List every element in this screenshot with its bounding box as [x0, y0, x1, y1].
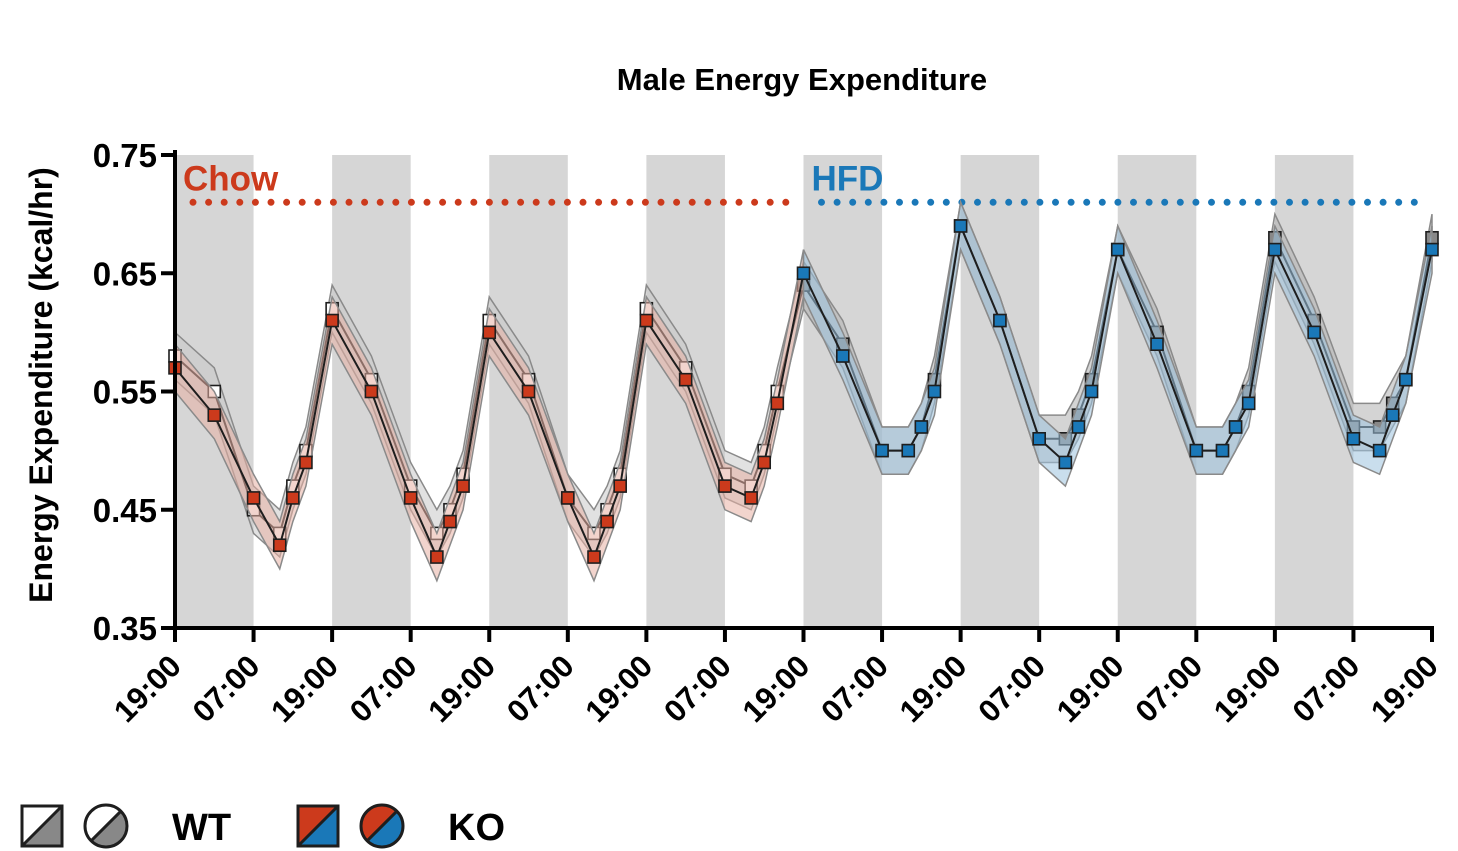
data-point: [1307, 325, 1321, 340]
data-point: [456, 479, 470, 493]
dark-period-band: [803, 155, 883, 628]
x-tick-label: 19:00: [579, 648, 660, 729]
data-point: [1071, 420, 1086, 434]
data-point: [1058, 455, 1073, 470]
data-point: [207, 408, 222, 422]
data-point: [1084, 384, 1099, 399]
data-point: [482, 325, 497, 340]
data-point: [953, 219, 968, 233]
data-point: [678, 372, 693, 387]
data-point: [600, 514, 614, 529]
data-point: [1268, 242, 1282, 257]
x-tick-label: 19:00: [893, 648, 974, 729]
legend-label: KO: [448, 807, 505, 849]
y-tick-label: 0.75: [93, 137, 157, 174]
x-tick-label: 19:00: [1207, 648, 1288, 729]
legend-square-divider: [296, 804, 340, 848]
data-point: [1228, 420, 1243, 434]
legend-circle-divider: [366, 810, 398, 842]
data-point: [587, 550, 601, 564]
data-point: [1189, 443, 1204, 458]
data-point: [299, 455, 313, 470]
y-tick-label: 0.55: [93, 374, 157, 411]
y-tick-label: 0.65: [93, 255, 157, 292]
data-point: [1215, 443, 1230, 458]
data-point: [1150, 337, 1164, 352]
data-point: [1372, 443, 1387, 458]
data-point: [272, 538, 287, 553]
data-point: [1110, 242, 1125, 257]
data-point: [561, 491, 575, 505]
data-point: [927, 384, 942, 399]
legend-square-divider: [20, 804, 64, 848]
x-tick-label: 07:00: [500, 648, 581, 729]
data-point: [1425, 242, 1439, 257]
x-tick-label: 07:00: [814, 648, 895, 729]
data-point: [364, 384, 379, 399]
legend-square-outline: [20, 804, 64, 848]
legend-circle-outline: [359, 803, 405, 849]
legend-circle-lower: [367, 811, 403, 847]
x-tick-label: 19:00: [107, 648, 188, 729]
phase-label-hfd: HFD: [812, 159, 884, 198]
x-tick-label: 07:00: [657, 648, 738, 729]
x-tick-label: 19:00: [1050, 648, 1131, 729]
y-axis-label: Energy Expenditure (kcal/hr): [23, 167, 59, 603]
x-tick-label: 19:00: [736, 648, 817, 729]
x-tick-label: 07:00: [1128, 648, 1209, 729]
data-point: [796, 266, 811, 281]
data-point: [757, 455, 772, 470]
data-point: [1399, 372, 1413, 387]
series-layer: [168, 199, 1439, 583]
legend-circle-lower: [91, 811, 127, 847]
x-tick-label: 19:00: [1364, 648, 1445, 729]
legend-circle-outline: [83, 803, 129, 849]
data-point: [246, 491, 261, 505]
data-point: [443, 514, 457, 529]
data-point: [901, 443, 916, 458]
data-point: [286, 491, 300, 505]
data-point: [993, 313, 1007, 328]
x-tick-label: 07:00: [1286, 648, 1367, 729]
x-tick-label: 07:00: [343, 648, 424, 729]
data-point: [1385, 408, 1400, 422]
data-point: [1241, 396, 1256, 411]
legend-item-wt: WT: [20, 803, 231, 849]
data-point: [835, 349, 850, 363]
x-tick-label: 19:00: [264, 648, 345, 729]
data-point: [430, 550, 444, 564]
legend-circle-divider: [90, 810, 122, 842]
data-point: [325, 313, 339, 328]
data-point: [914, 420, 929, 434]
data-point: [875, 443, 889, 458]
chart-title: Male Energy Expenditure: [617, 62, 987, 97]
phase-label-chow: Chow: [183, 159, 279, 198]
data-point: [613, 479, 627, 493]
legend: WT KO: [20, 803, 505, 849]
series-ko: [168, 199, 1439, 583]
legend-circle-upper: [361, 805, 397, 841]
data-point: [639, 313, 654, 328]
legend-item-ko: KO: [296, 803, 505, 849]
x-tick-label: 07:00: [186, 648, 267, 729]
legend-circle-upper: [85, 805, 121, 841]
x-tick-label: 19:00: [421, 648, 502, 729]
data-point: [521, 384, 536, 399]
data-point: [1032, 431, 1046, 446]
data-point: [718, 479, 732, 493]
legend-square-outline: [296, 804, 340, 848]
y-tick-label: 0.45: [93, 492, 157, 529]
data-point: [403, 491, 418, 505]
data-point: [770, 396, 785, 411]
legend-label: WT: [172, 807, 231, 849]
data-point: [744, 491, 758, 505]
data-point: [1346, 431, 1361, 446]
sem-band: [802, 199, 1433, 488]
x-tick-label: 07:00: [971, 648, 1052, 729]
diet-phase-lines: Chow HFD: [183, 159, 1432, 206]
y-tick-label: 0.35: [93, 610, 157, 647]
